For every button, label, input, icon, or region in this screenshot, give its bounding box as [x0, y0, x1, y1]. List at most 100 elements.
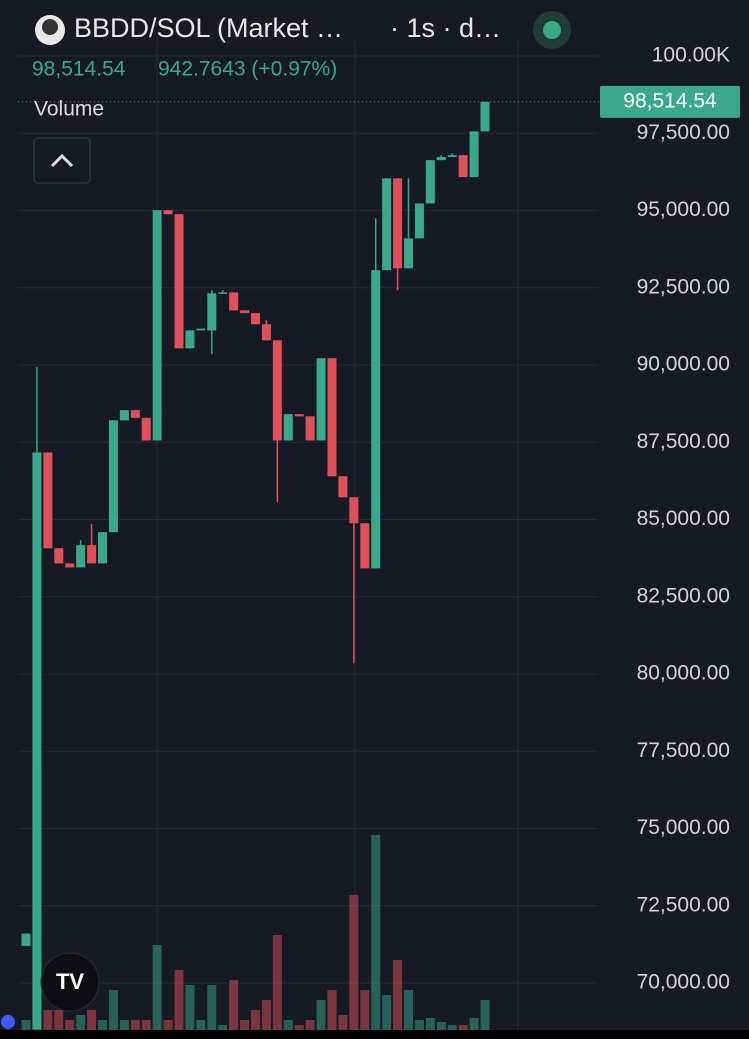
volume-bar — [21, 1020, 31, 1030]
candle-body — [207, 293, 217, 331]
volume-bar — [152, 945, 162, 1030]
candle-body — [108, 420, 118, 533]
volume-bar — [76, 1015, 86, 1030]
candle-body — [294, 414, 304, 417]
volume-bar — [65, 1020, 75, 1030]
chevron — [50, 153, 74, 168]
y-tick-label: 80,000.00 — [637, 662, 730, 685]
y-tick-label: 70,000.00 — [637, 971, 730, 994]
avatar-face — [42, 19, 58, 35]
y-tick-label: 72,500.00 — [637, 893, 730, 916]
volume-bar — [469, 1018, 479, 1030]
candle-body — [447, 155, 457, 158]
candle-body — [469, 131, 479, 178]
tv-logo-mark: TV — [56, 969, 84, 994]
price-change: 942.7643 (+0.97%) — [158, 58, 337, 81]
volume-bar — [272, 935, 282, 1030]
bottom-bar — [0, 1030, 749, 1039]
volume-bar — [218, 1025, 228, 1030]
volume-bar — [130, 1020, 140, 1030]
candle-body — [240, 310, 250, 314]
price-tag — [600, 85, 740, 118]
candle-body — [54, 548, 64, 564]
candle-body — [141, 417, 151, 441]
volume-bar — [196, 1020, 206, 1030]
candle-body — [382, 178, 392, 271]
candle-body — [338, 476, 348, 498]
volume-bar — [98, 1020, 107, 1030]
volume-bar — [382, 995, 392, 1030]
candle-body — [480, 101, 490, 132]
y-tick-label: 100.00K — [652, 44, 730, 67]
candle-body — [65, 563, 75, 568]
candle-body — [436, 157, 446, 161]
volume-bar — [349, 895, 359, 1030]
candle-body — [76, 545, 86, 568]
y-tick-label: 92,500.00 — [637, 275, 730, 298]
y-tick-label: 95,000.00 — [637, 198, 730, 221]
volume-bar — [447, 1025, 457, 1030]
volume-bar — [87, 1010, 97, 1030]
volume-bar — [251, 1010, 260, 1030]
candle-body — [283, 414, 293, 441]
tv-logo[interactable] — [40, 952, 100, 1012]
y-tick-label: 97,500.00 — [637, 121, 730, 144]
volume-bar — [327, 990, 337, 1030]
y-tick-label: 87,500.00 — [637, 430, 730, 453]
collapse-button[interactable] — [33, 137, 91, 184]
volume-bar — [229, 980, 239, 1030]
candle-body — [251, 313, 260, 325]
candle-body — [21, 933, 31, 946]
y-tick-label: 90,000.00 — [637, 353, 730, 376]
volume-bar — [305, 1020, 315, 1030]
candle-body — [196, 328, 206, 331]
symbol: BBDD/SOL (Market … — [74, 13, 343, 43]
candle-body — [360, 523, 370, 569]
volume-bar — [283, 1020, 293, 1030]
volume-bar — [371, 835, 381, 1030]
dot — [1, 1015, 15, 1029]
candle-body — [218, 292, 228, 294]
candle-body — [185, 330, 195, 349]
y-tick-label: 85,000.00 — [637, 507, 730, 530]
y-tick-label: 75,000.00 — [637, 816, 730, 839]
price-tag-label: 98,514.54 — [623, 89, 717, 112]
candle-body — [404, 238, 413, 269]
volume-bar — [393, 960, 403, 1030]
candle-body — [43, 452, 53, 549]
volume-bar — [163, 1020, 173, 1030]
volume-bar — [54, 1010, 64, 1030]
y-tick-label: 77,500.00 — [637, 739, 730, 762]
interval: · 1s · d… — [390, 13, 501, 43]
volume-bar — [425, 1018, 435, 1030]
volume-bar — [185, 985, 195, 1030]
grid — [156, 40, 519, 1030]
candle-body — [152, 210, 162, 441]
status-dot — [543, 21, 561, 39]
volume-bar — [43, 1010, 53, 1030]
candle-body — [458, 155, 468, 178]
candle-body — [371, 270, 381, 569]
volume-bar — [108, 990, 118, 1030]
volume-bar — [294, 1025, 304, 1030]
candle-body — [32, 452, 42, 1030]
volume-bar — [338, 1015, 348, 1030]
volume-bar — [404, 990, 413, 1030]
candle-body — [305, 416, 315, 441]
y-tick-label: 82,500.00 — [637, 584, 730, 607]
volume-bar — [240, 1020, 250, 1030]
volume-bar — [119, 1020, 129, 1030]
candle-body — [393, 178, 403, 269]
candle-body — [98, 532, 107, 564]
candle-body — [327, 358, 337, 477]
candle-body — [87, 545, 97, 564]
volume-label: Volume — [34, 98, 104, 121]
marks: 100.00K 97,500.00 95,000.00 92,500.00 90,000… — [18, 44, 740, 1030]
candle-body — [425, 160, 435, 204]
volume-bar — [458, 1025, 468, 1030]
volume-bar — [480, 1000, 490, 1030]
candle-body — [174, 214, 184, 349]
volume-bar — [207, 985, 217, 1030]
volume-bar — [261, 1000, 271, 1030]
